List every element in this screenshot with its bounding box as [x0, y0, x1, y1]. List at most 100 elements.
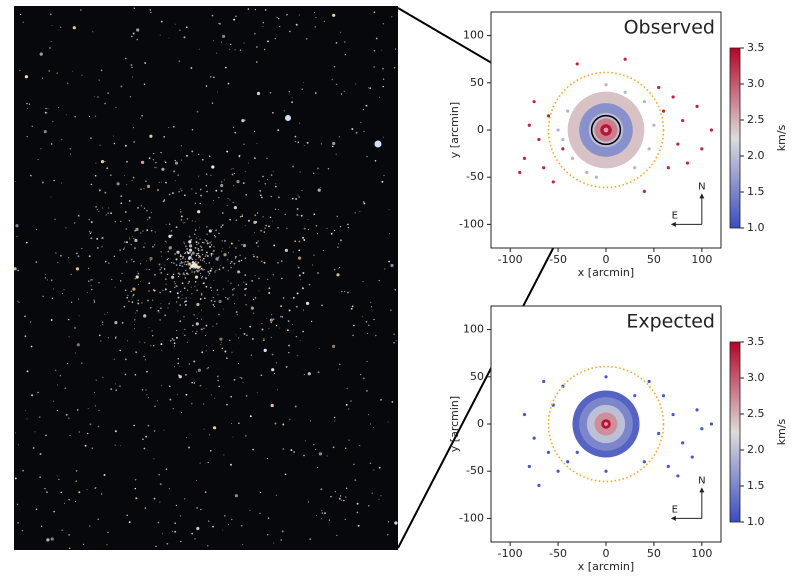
star — [167, 250, 170, 253]
star — [206, 240, 208, 242]
star — [194, 538, 196, 540]
star — [124, 241, 126, 243]
star — [362, 377, 365, 380]
star — [350, 400, 352, 402]
star — [292, 251, 294, 253]
star — [191, 150, 194, 153]
star — [388, 209, 390, 211]
star — [344, 41, 346, 43]
star — [343, 90, 345, 92]
star — [260, 229, 263, 232]
star — [172, 339, 175, 342]
star — [239, 216, 242, 218]
star — [275, 494, 277, 496]
star — [98, 409, 100, 411]
star — [190, 254, 193, 256]
plot: -100 -50 0 50 100 -100 -50 0 50 100 x [arcmin] y [a… — [448, 305, 788, 573]
star — [339, 363, 341, 365]
y-axis-label: y [arcmin] — [448, 102, 461, 158]
star — [200, 292, 203, 295]
star — [170, 340, 172, 342]
star — [154, 430, 156, 432]
star — [359, 444, 361, 447]
star — [24, 315, 26, 318]
star — [186, 248, 188, 250]
star — [201, 259, 204, 262]
star — [186, 251, 188, 253]
star — [223, 253, 227, 257]
star — [230, 282, 232, 284]
star — [159, 34, 161, 36]
star — [133, 7, 135, 9]
star — [81, 248, 83, 250]
star — [380, 495, 382, 497]
star — [75, 501, 76, 503]
star — [145, 435, 147, 438]
star — [94, 392, 95, 393]
star — [143, 207, 146, 209]
star — [231, 351, 233, 353]
star — [271, 220, 273, 222]
star — [181, 159, 182, 161]
star — [161, 181, 163, 183]
star — [243, 143, 245, 145]
star — [222, 308, 224, 310]
star — [186, 341, 188, 343]
star — [256, 46, 258, 48]
star — [173, 262, 175, 264]
star — [131, 259, 133, 261]
star — [190, 238, 193, 241]
star — [289, 418, 291, 421]
star — [140, 117, 141, 119]
star — [179, 290, 182, 293]
star — [163, 160, 165, 162]
star — [297, 354, 299, 356]
star — [148, 282, 151, 285]
star — [89, 525, 91, 527]
star — [241, 215, 244, 218]
star — [267, 278, 269, 281]
point — [566, 460, 570, 464]
star — [339, 225, 342, 228]
star — [131, 301, 134, 303]
star — [254, 130, 256, 132]
star — [205, 335, 206, 336]
star — [184, 334, 186, 336]
star — [107, 531, 109, 534]
star — [74, 352, 77, 354]
star — [230, 242, 233, 245]
star — [147, 397, 149, 399]
star — [335, 153, 337, 155]
star — [86, 489, 88, 491]
star — [74, 116, 76, 118]
star — [176, 292, 179, 295]
star — [157, 521, 160, 524]
star — [302, 330, 304, 333]
star — [55, 252, 57, 254]
star — [249, 415, 252, 418]
star — [51, 25, 53, 27]
star — [389, 233, 391, 235]
star — [104, 191, 107, 194]
star — [226, 403, 228, 406]
star — [218, 385, 220, 388]
star — [128, 300, 130, 303]
star — [345, 487, 348, 489]
star — [146, 268, 148, 270]
star — [182, 333, 184, 334]
star — [90, 221, 93, 224]
star — [306, 38, 308, 40]
star — [176, 330, 178, 332]
star — [188, 262, 191, 264]
star — [171, 234, 173, 237]
star — [144, 62, 147, 64]
star — [194, 220, 196, 222]
star — [344, 290, 346, 293]
star — [149, 9, 152, 11]
star — [199, 259, 202, 261]
star — [95, 162, 97, 164]
star — [49, 47, 51, 49]
star — [195, 332, 197, 335]
star — [227, 270, 229, 272]
star — [261, 323, 263, 324]
